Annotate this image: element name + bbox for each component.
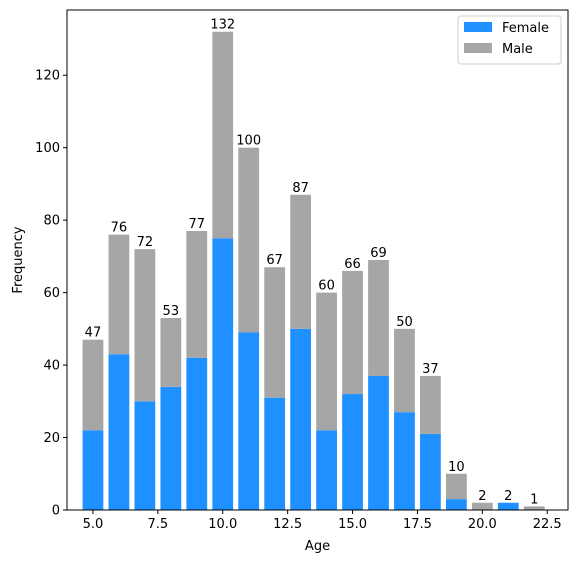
- bar-female-age-21: [497, 502, 519, 510]
- total-label-age-19: 10: [448, 460, 465, 475]
- total-label-age-7: 72: [137, 235, 154, 250]
- total-label-age-10: 132: [210, 18, 235, 33]
- bar-male-age-11: [238, 147, 260, 333]
- total-label-age-9: 77: [189, 217, 206, 232]
- y-axis-label: Frequency: [11, 226, 26, 293]
- bar-female-age-18: [420, 433, 441, 510]
- bar-female-age-12: [264, 397, 286, 510]
- total-label-age-20: 2: [478, 489, 486, 504]
- bar-female-age-6: [108, 354, 130, 510]
- x-tick-label: 5.0: [83, 517, 104, 532]
- legend-label-female: Female: [502, 21, 549, 36]
- y-tick-label: 60: [43, 286, 60, 301]
- total-label-age-18: 37: [422, 362, 439, 377]
- bar-male-age-15: [342, 270, 363, 395]
- bar-female-age-17: [394, 412, 415, 510]
- bar-female-age-9: [186, 357, 208, 510]
- bar-male-age-8: [160, 317, 182, 387]
- bar-male-age-18: [420, 375, 441, 434]
- bar-female-age-19: [445, 499, 467, 510]
- y-tick-label: 0: [52, 504, 60, 519]
- total-label-age-15: 66: [344, 257, 361, 272]
- bar-female-age-13: [290, 328, 312, 510]
- y-tick-label: 80: [43, 214, 60, 229]
- x-tick-label: 12.5: [273, 517, 302, 532]
- x-tick-label: 17.5: [403, 517, 432, 532]
- total-label-age-8: 53: [163, 304, 180, 319]
- bar-male-age-10: [212, 31, 234, 239]
- y-tick-label: 40: [43, 359, 60, 374]
- bar-male-age-22: [523, 506, 545, 510]
- total-label-age-5: 47: [85, 326, 102, 341]
- bar-male-age-9: [186, 231, 208, 358]
- bar-female-age-8: [160, 386, 182, 510]
- y-tick-label: 100: [35, 141, 60, 156]
- bar-male-age-6: [108, 234, 130, 355]
- y-tick-label: 20: [43, 431, 60, 446]
- x-tick-label: 7.5: [148, 517, 169, 532]
- bar-male-age-16: [368, 260, 389, 376]
- x-tick-label: 15.0: [338, 517, 367, 532]
- legend-swatch-female: [464, 22, 492, 32]
- total-label-age-12: 67: [266, 253, 283, 268]
- x-tick-label: 10.0: [208, 517, 237, 532]
- bar-female-age-11: [238, 332, 260, 510]
- bar-female-age-14: [316, 430, 337, 510]
- bar-female-age-7: [134, 401, 156, 510]
- total-label-age-11: 100: [236, 134, 261, 149]
- total-label-age-6: 76: [111, 221, 128, 236]
- bar-male-age-13: [290, 194, 312, 329]
- legend-swatch-male: [464, 43, 492, 53]
- bars-layer: [82, 31, 545, 510]
- bar-male-age-7: [134, 249, 156, 402]
- bar-female-age-10: [212, 238, 234, 510]
- total-label-age-13: 87: [292, 181, 309, 196]
- bar-female-age-5: [82, 430, 104, 510]
- x-tick-label: 22.5: [533, 517, 562, 532]
- total-label-age-21: 2: [504, 489, 512, 504]
- plot-frame: [66, 9, 569, 511]
- total-label-age-16: 69: [370, 246, 387, 261]
- bar-male-age-17: [394, 328, 415, 413]
- total-label-age-22: 1: [530, 492, 538, 507]
- bar-male-age-19: [445, 473, 467, 500]
- x-axis-ticks: 5.0 7.5 10.0 12.5 15.0 17.5 20.0 22.5: [83, 510, 562, 532]
- y-axis-ticks: 0 20 40 60 80 100 120: [35, 69, 67, 519]
- bar-female-age-16: [368, 375, 389, 510]
- bar-male-age-5: [82, 339, 104, 431]
- total-label-age-17: 50: [396, 315, 413, 330]
- bar-male-age-20: [471, 502, 493, 510]
- x-axis-label: Age: [305, 539, 330, 554]
- data-labels-layer: 47 76 72 53 77 132 100 67 87 60 66 69 50 37 10 2 2 1: [85, 18, 539, 508]
- legend-label-male: Male: [502, 42, 533, 57]
- y-tick-label: 120: [35, 69, 60, 84]
- x-tick-label: 20.0: [468, 517, 497, 532]
- bar-male-age-12: [264, 267, 286, 398]
- bar-female-age-15: [342, 394, 363, 510]
- total-label-age-14: 60: [318, 279, 335, 294]
- legend: Female Male: [457, 15, 562, 65]
- bar-male-age-14: [316, 292, 337, 431]
